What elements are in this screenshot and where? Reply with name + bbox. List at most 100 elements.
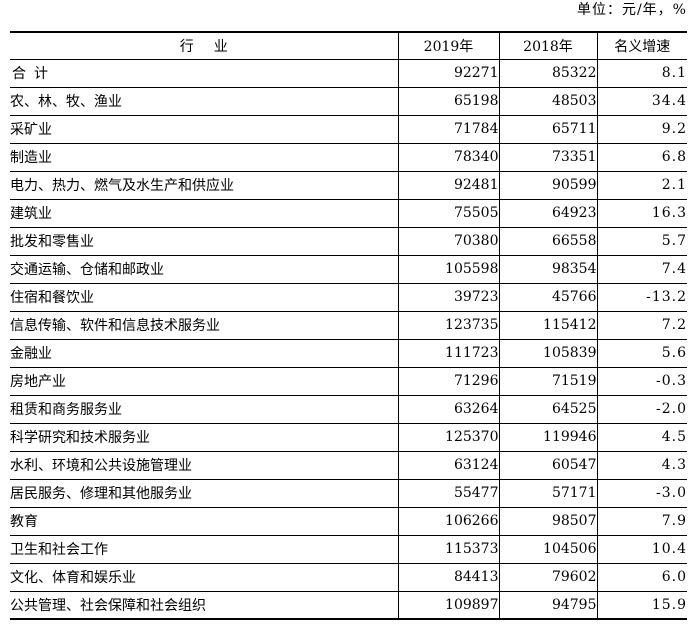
value-2018-cell: 66558 <box>498 227 597 256</box>
table-row: 水利、环境和公共设施管理业 63124 60547 4.3 <box>10 451 687 480</box>
industry-cell: 建筑业 <box>10 199 398 228</box>
table-row: 房地产业 71296 71519 -0.3 <box>10 367 687 396</box>
value-2019-cell: 125370 <box>397 423 499 452</box>
table-row: 卫生和社会工作 115373 104506 10.4 <box>10 535 687 564</box>
industry-cell: 文化、体育和娱乐业 <box>10 563 398 592</box>
growth-rate-cell: 15.9 <box>596 591 687 620</box>
column-header-2019: 2019年 <box>397 31 499 60</box>
industry-cell: 批发和零售业 <box>10 227 398 256</box>
value-2019-cell: 92481 <box>397 171 499 200</box>
value-2018-cell: 57171 <box>498 479 597 508</box>
value-2018-cell: 71519 <box>498 367 597 396</box>
value-2019-cell: 70380 <box>397 227 499 256</box>
value-2018-cell: 60547 <box>498 451 597 480</box>
value-2019-cell: 111723 <box>397 339 499 368</box>
value-2018-cell: 104506 <box>498 535 597 564</box>
table-row-total: 合计 92271 85322 8.1 <box>10 59 687 88</box>
wage-table: 行业 2019年 2018年 名义增速 合计 92271 85322 8.1 农、林、牧… <box>10 31 687 620</box>
growth-rate-cell: 6.8 <box>596 143 687 172</box>
value-2018-cell: 73351 <box>498 143 597 172</box>
table-row: 租赁和商务服务业 63264 64525 -2.0 <box>10 395 687 424</box>
value-2019-cell: 65198 <box>397 87 499 116</box>
value-2019-cell: 63264 <box>397 395 499 424</box>
value-2018-cell: 119946 <box>498 423 597 452</box>
industry-cell: 信息传输、软件和信息技术服务业 <box>10 311 398 340</box>
value-2019-cell: 75505 <box>397 199 499 228</box>
table-row: 居民服务、修理和其他服务业 55477 57171 -3.0 <box>10 479 687 508</box>
value-2019-cell: 84413 <box>397 563 499 592</box>
table-row: 住宿和餐饮业 39723 45766 -13.2 <box>10 283 687 312</box>
unit-note: 单位：元/年，% <box>576 2 687 18</box>
table-row: 建筑业 75505 64923 16.3 <box>10 199 687 228</box>
table-row: 批发和零售业 70380 66558 5.7 <box>10 227 687 256</box>
industry-cell: 水利、环境和公共设施管理业 <box>10 451 398 480</box>
value-2019-cell: 71784 <box>397 115 499 144</box>
industry-cell: 租赁和商务服务业 <box>10 395 398 424</box>
growth-rate-cell: 34.4 <box>596 87 687 116</box>
growth-rate-cell: -0.3 <box>596 367 687 396</box>
value-2019-cell: 105598 <box>397 255 499 284</box>
growth-rate-cell: 7.4 <box>596 255 687 284</box>
table-row: 电力、热力、燃气及水生产和供应业 92481 90599 2.1 <box>10 171 687 200</box>
growth-rate-cell: 5.6 <box>596 339 687 368</box>
value-2018-cell: 115412 <box>498 311 597 340</box>
industry-cell: 居民服务、修理和其他服务业 <box>10 479 398 508</box>
value-2019-cell: 106266 <box>397 507 499 536</box>
value-2018-cell: 105839 <box>498 339 597 368</box>
table-row: 教育 106266 98507 7.9 <box>10 507 687 536</box>
growth-rate-cell: 6.0 <box>596 563 687 592</box>
table-row: 科学研究和技术服务业 125370 119946 4.5 <box>10 423 687 452</box>
table-row: 文化、体育和娱乐业 84413 79602 6.0 <box>10 563 687 592</box>
value-2018-cell: 65711 <box>498 115 597 144</box>
industry-cell: 卫生和社会工作 <box>10 535 398 564</box>
value-2019-cell: 123735 <box>397 311 499 340</box>
value-2018-cell: 85322 <box>498 59 597 88</box>
value-2019-cell: 115373 <box>397 535 499 564</box>
table-row: 金融业 111723 105839 5.6 <box>10 339 687 368</box>
growth-rate-cell: 9.2 <box>596 115 687 144</box>
industry-cell: 房地产业 <box>10 367 398 396</box>
growth-rate-cell: 16.3 <box>596 199 687 228</box>
value-2018-cell: 79602 <box>498 563 597 592</box>
growth-rate-cell: 4.3 <box>596 451 687 480</box>
value-2019-cell: 92271 <box>397 59 499 88</box>
growth-rate-cell: 8.1 <box>596 59 687 88</box>
value-2018-cell: 45766 <box>498 283 597 312</box>
growth-rate-cell: -2.0 <box>596 395 687 424</box>
growth-rate-cell: 4.5 <box>596 423 687 452</box>
industry-cell: 住宿和餐饮业 <box>10 283 398 312</box>
value-2019-cell: 71296 <box>397 367 499 396</box>
value-2019-cell: 109897 <box>397 591 499 620</box>
industry-cell: 交通运输、仓储和邮政业 <box>10 255 398 284</box>
industry-cell: 制造业 <box>10 143 398 172</box>
growth-rate-cell: 2.1 <box>596 171 687 200</box>
growth-rate-cell: 5.7 <box>596 227 687 256</box>
value-2018-cell: 98507 <box>498 507 597 536</box>
column-header-2018: 2018年 <box>498 31 597 60</box>
value-2019-cell: 63124 <box>397 451 499 480</box>
growth-rate-cell: 7.2 <box>596 311 687 340</box>
value-2018-cell: 90599 <box>498 171 597 200</box>
industry-cell: 采矿业 <box>10 115 398 144</box>
table-row: 采矿业 71784 65711 9.2 <box>10 115 687 144</box>
growth-rate-cell: -3.0 <box>596 479 687 508</box>
industry-cell: 合计 <box>10 59 398 88</box>
industry-cell: 农、林、牧、渔业 <box>10 87 398 116</box>
column-header-growth: 名义增速 <box>596 31 687 60</box>
value-2019-cell: 78340 <box>397 143 499 172</box>
value-2018-cell: 48503 <box>498 87 597 116</box>
value-2019-cell: 55477 <box>397 479 499 508</box>
table-row: 公共管理、社会保障和社会组织 109897 94795 15.9 <box>10 591 687 620</box>
industry-cell: 金融业 <box>10 339 398 368</box>
value-2019-cell: 39723 <box>397 283 499 312</box>
table-row: 交通运输、仓储和邮政业 105598 98354 7.4 <box>10 255 687 284</box>
table-row: 农、林、牧、渔业 65198 48503 34.4 <box>10 87 687 116</box>
table-body: 合计 92271 85322 8.1 农、林、牧、渔业 65198 48503 34.4 采矿业… <box>10 59 687 620</box>
growth-rate-cell: 7.9 <box>596 507 687 536</box>
table-row: 信息传输、软件和信息技术服务业 123735 115412 7.2 <box>10 311 687 340</box>
industry-cell: 公共管理、社会保障和社会组织 <box>10 591 398 620</box>
table-row: 制造业 78340 73351 6.8 <box>10 143 687 172</box>
value-2018-cell: 64525 <box>498 395 597 424</box>
table-header-row: 行业 2019年 2018年 名义增速 <box>10 31 687 60</box>
industry-cell: 电力、热力、燃气及水生产和供应业 <box>10 171 398 200</box>
